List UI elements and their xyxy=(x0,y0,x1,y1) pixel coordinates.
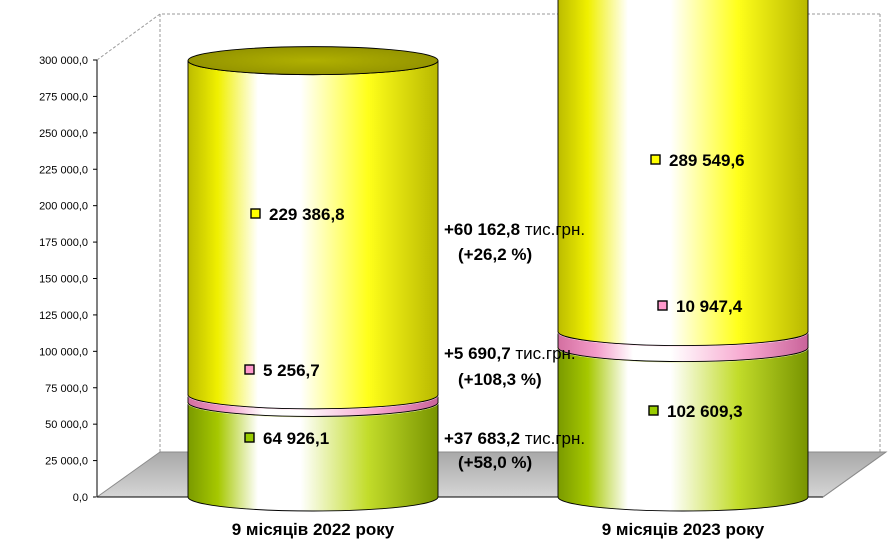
x-category-label: 9 місяців 2022 року xyxy=(232,520,395,539)
y-tick-label: 200 000,0 xyxy=(39,201,88,213)
y-tick-label: 50 000,0 xyxy=(45,419,88,431)
y-tick-label: 75 000,0 xyxy=(45,383,88,395)
data-labels: 64 926,1 5 256,7 229 386,8 102 609,3 10 947,… xyxy=(244,151,745,448)
data-label-marker xyxy=(657,300,668,311)
annotation-delta: +60 162,8 xyxy=(444,220,525,239)
y-tick-label: 300 000,0 xyxy=(39,55,88,67)
annotation-value: +5 690,7 тис.грн. xyxy=(444,344,576,363)
annotation-delta: +5 690,7 xyxy=(444,344,515,363)
bar-segment xyxy=(557,347,809,512)
back-wall-top-edge xyxy=(96,13,880,61)
data-label: 64 926,1 xyxy=(263,429,329,448)
annotation-percent: (+58,0 %) xyxy=(458,453,532,472)
x-axis-categories: 9 місяців 2022 року 9 місяців 2023 року xyxy=(232,520,765,539)
annotation-unit: тис.грн. xyxy=(525,220,585,239)
annotation-value: +60 162,8 тис.грн. xyxy=(444,220,585,239)
annotations: +37 683,2 тис.грн. (+58,0 %) +5 690,7 тис.… xyxy=(444,220,585,472)
y-tick-label: 0,0 xyxy=(73,492,88,504)
annotation-unit: тис.грн. xyxy=(525,429,585,448)
bar-segment xyxy=(187,60,439,410)
bars xyxy=(187,0,809,512)
chart-walls xyxy=(96,13,881,452)
cylinder-top-cap xyxy=(187,46,439,76)
annotation-unit: тис.грн. xyxy=(515,344,575,363)
y-tick-label: 225 000,0 xyxy=(39,164,88,176)
annotation-percent: (+108,3 %) xyxy=(458,370,542,389)
y-tick-label: 275 000,0 xyxy=(39,91,88,103)
cylinder-bar xyxy=(557,0,809,512)
y-tick-label: 100 000,0 xyxy=(39,346,88,358)
data-label: 5 256,7 xyxy=(263,361,320,380)
annotation-value: +37 683,2 тис.грн. xyxy=(444,429,585,448)
annotation-delta: +37 683,2 xyxy=(444,429,525,448)
y-axis: 0,0 25 000,0 50 000,0 75 000,0 100 000,0 125 … xyxy=(39,55,98,504)
floor-right-edge xyxy=(822,451,887,498)
annotation-percent: (+26,2 %) xyxy=(458,245,532,264)
cylinder-bar xyxy=(187,46,439,512)
data-label: 229 386,8 xyxy=(269,205,345,224)
x-category-label: 9 місяців 2023 року xyxy=(602,520,765,539)
data-label: 102 609,3 xyxy=(667,402,743,421)
data-label-marker xyxy=(244,432,255,443)
y-tick-label: 250 000,0 xyxy=(39,128,88,140)
data-label-marker xyxy=(244,364,255,375)
y-tick-label: 175 000,0 xyxy=(39,237,88,249)
data-label: 10 947,4 xyxy=(676,297,743,316)
y-tick-label: 25 000,0 xyxy=(45,456,88,468)
data-label-marker xyxy=(250,208,261,219)
bar-segment xyxy=(557,0,809,347)
bar-segment xyxy=(187,402,439,512)
data-label: 289 549,6 xyxy=(669,151,745,170)
data-label-marker xyxy=(650,154,661,165)
data-label-marker xyxy=(648,405,659,416)
y-tick-label: 150 000,0 xyxy=(39,274,88,286)
y-tick-label: 125 000,0 xyxy=(39,310,88,322)
